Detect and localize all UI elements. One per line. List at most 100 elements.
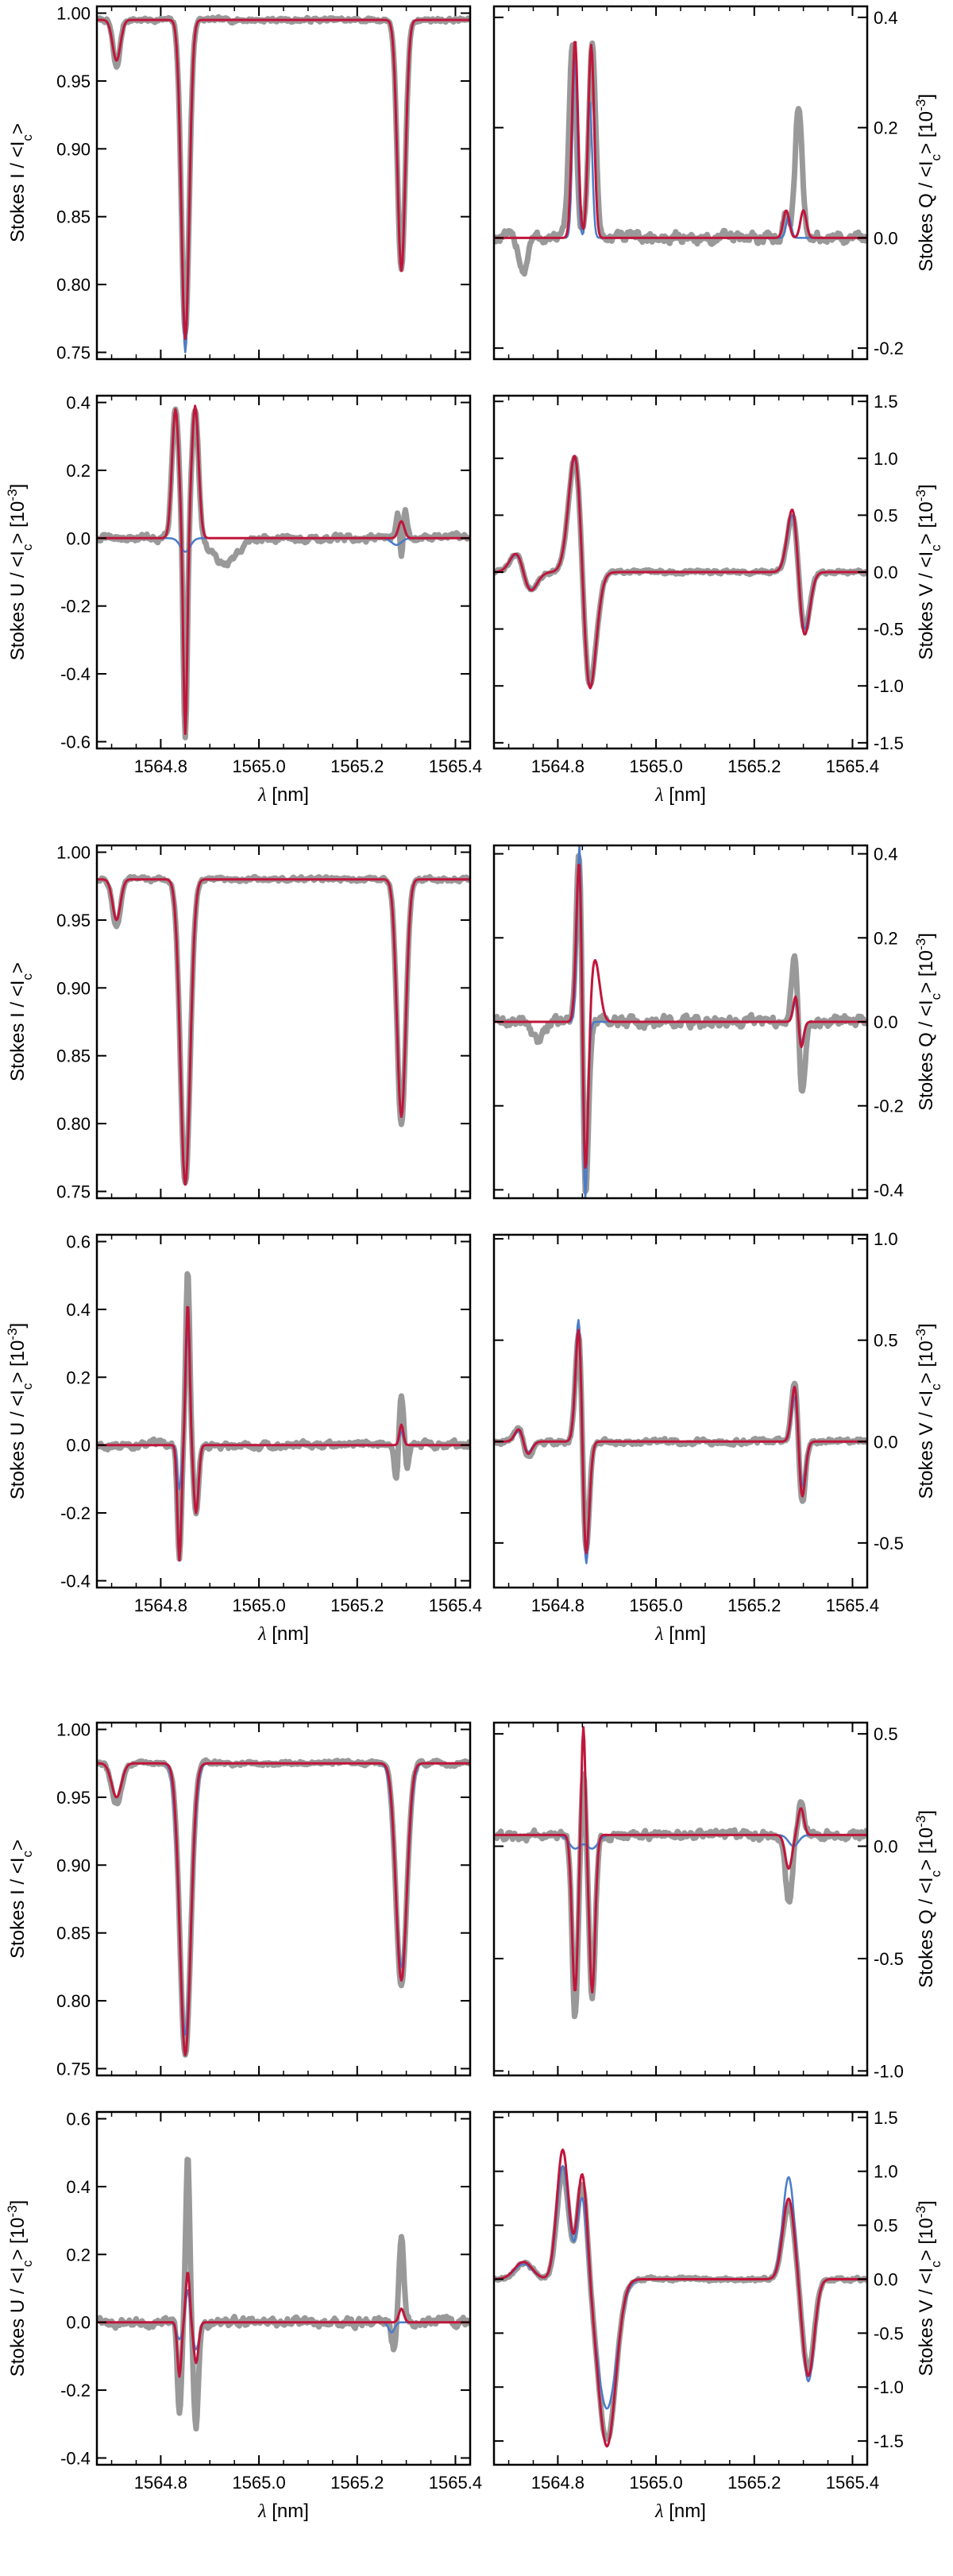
y-tick-label: 0.4 (874, 845, 898, 864)
y-tick-label: 0.95 (56, 911, 91, 930)
series-observed (494, 2168, 867, 2442)
x-axis-title: λ [nm] (257, 2501, 309, 2522)
y-tick-label: -0.4 (60, 2448, 91, 2468)
x-tick-label: 1565.2 (727, 756, 781, 776)
plot-area (494, 454, 867, 690)
series-model-red (97, 18, 470, 340)
panel-Q-group-3: -1.0 -0.5 0.0 0.5 Stokes Q / <Ic> [10-3] (492, 1721, 943, 2081)
y-axis-title: Stokes Q / <Ic> [10-3] (913, 933, 943, 1111)
x-tick-label: 1565.4 (826, 756, 879, 776)
y-tick-label: 0.4 (874, 8, 898, 28)
x-axis-title: λ [nm] (654, 2501, 706, 2522)
y-tick-label: -1.0 (874, 676, 904, 696)
y-tick-label: 0.95 (56, 72, 91, 91)
series-model-red (494, 1329, 867, 1555)
x-axis-title: λ [nm] (654, 1623, 706, 1645)
axes-frame (95, 2110, 472, 2466)
x-tick-label: 1564.8 (531, 2473, 585, 2493)
y-tick-label: -0.5 (874, 620, 904, 640)
axes-frame (492, 1233, 869, 1589)
x-tick-label: 1565.0 (232, 1595, 285, 1615)
y-tick-label: 0.75 (56, 1182, 91, 1201)
series-observed (97, 406, 470, 741)
x-tick-label: 1565.4 (429, 1595, 482, 1615)
y-tick-label: 0.2 (66, 1367, 91, 1387)
y-tick-label: 0.0 (874, 228, 898, 248)
y-axis-title: Stokes Q / <Ic> [10-3] (913, 94, 943, 272)
panel-V-group-1: 1564.8 1565.0 1565.2 1565.4 -1.5 -1.0 -0.5 0.0 0… (492, 392, 943, 806)
x-tick-label: 1565.2 (727, 1595, 781, 1615)
y-tick-label: 0.6 (66, 1232, 91, 1252)
y-axis-title: Stokes U / <Ic> [10-3] (5, 2200, 35, 2377)
x-tick-label: 1565.4 (429, 2473, 482, 2493)
axes-frame (95, 394, 472, 750)
plot-area (494, 1726, 867, 2020)
y-tick-label: 0.0 (874, 563, 898, 582)
axes-frame (492, 1721, 869, 2077)
y-axis-title: Stokes I / <Ic> (7, 1839, 35, 1959)
series-model-red (494, 864, 867, 1169)
series-model-blue (97, 2289, 470, 2351)
y-tick-label: 1.0 (874, 449, 898, 469)
series-observed (494, 454, 867, 687)
plot-area (97, 873, 470, 1186)
y-tick-label: 0.2 (66, 2245, 91, 2265)
y-tick-label: 0.0 (874, 1012, 898, 1032)
panel-Q-group-1: -0.2 0.0 0.2 0.4 Stokes Q / <Ic> [10-3] (492, 5, 943, 361)
y-tick-label: -0.2 (874, 338, 904, 358)
y-tick-label: 0.90 (56, 1855, 91, 1875)
plot-area (97, 2156, 470, 2432)
y-tick-label: 0.95 (56, 1788, 91, 1808)
x-tick-label: 1565.0 (629, 1595, 682, 1615)
y-tick-label: -0.4 (874, 1180, 904, 1200)
y-axis-title: Stokes Q / <Ic> [10-3] (913, 1810, 943, 1988)
x-axis-title: λ [nm] (654, 784, 706, 806)
y-tick-label: 0.0 (874, 2269, 898, 2289)
series-model-blue (97, 18, 470, 354)
x-tick-label: 1565.2 (727, 2473, 781, 2493)
y-tick-label: 0.2 (874, 928, 898, 948)
y-tick-label: 0.0 (66, 2313, 91, 2333)
axes-frame (492, 5, 869, 361)
series-model-red (494, 2149, 867, 2448)
plot-area (494, 845, 867, 1198)
plot-area (494, 2149, 867, 2448)
series-model-red (97, 1762, 470, 2056)
x-tick-label: 1565.2 (330, 2473, 384, 2493)
y-tick-label: 0.0 (66, 528, 91, 548)
y-axis-title: Stokes V / <Ic> [10-3] (913, 2200, 943, 2376)
x-tick-label: 1565.2 (330, 1595, 384, 1615)
panel-U-group-1: 1564.8 1565.0 1565.2 1565.4 -0.6 -0.4 -0.2 0.0 0… (5, 393, 483, 806)
plot-area (494, 1318, 867, 1565)
y-tick-label: -1.5 (874, 2431, 904, 2451)
y-tick-label: 0.6 (66, 2110, 91, 2129)
plot-area (494, 40, 867, 277)
series-observed (494, 853, 867, 1194)
panel-V-group-2: 1564.8 1565.0 1565.2 1565.4 -0.5 0.0 0.5 1.0 Sto… (492, 1229, 943, 1645)
panel-I-group-2: 0.75 0.80 0.85 0.90 0.95 1.00 Stokes I / <Ic> (7, 843, 472, 1201)
y-axis-title: Stokes V / <Ic> [10-3] (913, 484, 943, 659)
y-tick-label: 0.0 (874, 1432, 898, 1452)
y-tick-label: 0.85 (56, 207, 91, 227)
x-axis-title: λ [nm] (257, 1623, 309, 1645)
y-tick-label: -0.6 (60, 732, 91, 752)
y-tick-label: -0.2 (60, 1503, 91, 1523)
series-observed (494, 1771, 867, 2020)
x-tick-label: 1564.8 (134, 2473, 187, 2493)
x-tick-label: 1565.2 (330, 756, 384, 776)
axes-frame (492, 2110, 869, 2466)
y-tick-label: -1.0 (874, 2061, 904, 2081)
series-model-blue (494, 2164, 867, 2410)
y-axis-title: Stokes I / <Ic> (7, 123, 35, 242)
y-tick-label: -1.5 (874, 733, 904, 753)
y-tick-label: -0.4 (60, 1571, 91, 1591)
y-tick-label: 0.85 (56, 1924, 91, 1944)
y-tick-label: 0.0 (874, 1837, 898, 1857)
y-tick-label: 0.2 (66, 461, 91, 481)
x-tick-label: 1565.4 (826, 2473, 879, 2493)
y-tick-label: -0.2 (60, 2381, 91, 2400)
panel-U-group-2: 1564.8 1565.0 1565.2 1565.4 -0.4 -0.2 0.0 0.2 0.… (5, 1232, 483, 1645)
y-tick-label: 0.80 (56, 1991, 91, 2011)
axes-frame (95, 1233, 472, 1589)
